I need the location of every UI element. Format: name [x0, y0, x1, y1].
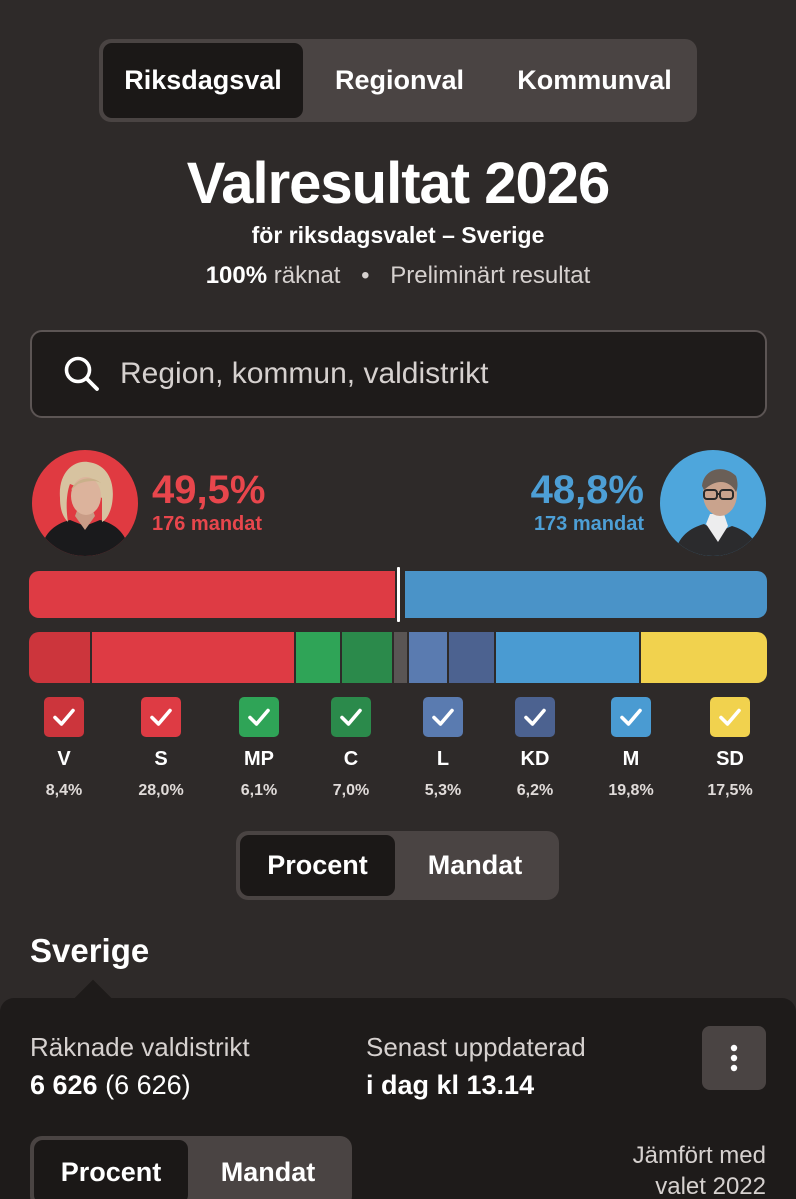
party-checkbox[interactable]	[710, 697, 750, 737]
checkmark-icon	[340, 708, 362, 726]
right-bloc-seats: 173 mandat	[533, 513, 644, 535]
party-filter-s[interactable]: S 28,0%	[115, 697, 207, 800]
districts-total: (6 626)	[105, 1070, 191, 1100]
more-options-button[interactable]	[702, 1026, 766, 1090]
checkmark-icon	[432, 708, 454, 726]
districts-count: 6 626	[30, 1070, 98, 1100]
updated-label: Senast uppdaterad	[366, 1032, 586, 1062]
party-checkbox[interactable]	[611, 697, 651, 737]
count-status: 100% räknat • Preliminärt resultat	[0, 262, 796, 290]
tab-regionval[interactable]: Regionval	[334, 65, 465, 95]
preliminary-label: Preliminärt resultat	[390, 262, 591, 289]
party-bar-segment-m	[495, 632, 639, 683]
party-bar-segment-v	[29, 632, 90, 683]
bloc-bar	[29, 565, 767, 624]
checkmark-icon	[719, 708, 741, 726]
comparison-line-1: Jämfört med	[632, 1142, 766, 1169]
party-bar-segment-s	[91, 632, 294, 683]
left-bloc-avatar	[32, 450, 138, 556]
party-checkbox[interactable]	[423, 697, 463, 737]
party-filter-v[interactable]: V 8,4%	[18, 697, 110, 800]
panel-pointer	[74, 979, 112, 1017]
party-checkbox[interactable]	[515, 697, 555, 737]
toggle-mandat[interactable]: Mandat	[220, 1156, 316, 1187]
left-bloc-bar-segment	[29, 571, 395, 618]
checkmark-icon	[53, 708, 75, 726]
party-distribution-bar	[29, 632, 767, 683]
party-abbreviation: MP	[244, 748, 274, 770]
right-bloc-bar-segment	[405, 571, 767, 618]
display-mode-toggle: Procent Mandat	[236, 831, 559, 900]
party-bar-segment-c	[341, 632, 393, 683]
party-abbreviation: SD	[716, 748, 744, 770]
counted-percent: 100%	[205, 262, 268, 289]
comparison-line-2: valet 2022	[655, 1173, 766, 1199]
party-abbreviation: KD	[520, 748, 550, 770]
party-abbreviation: S	[154, 748, 168, 770]
search-placeholder: Region, kommun, valdistrikt	[120, 357, 489, 390]
party-filter-list: V 8,4% S 28,0% MP 6,1% C 7,0% L 5,3% KD 6,2% M 19,8% S…	[18, 697, 778, 807]
tab-kommunval[interactable]: Kommunval	[517, 65, 672, 95]
party-abbreviation: L	[436, 748, 450, 770]
party-filter-l[interactable]: L 5,3%	[397, 697, 489, 800]
party-percent: 7,0%	[332, 782, 370, 799]
checkmark-icon	[524, 708, 546, 726]
party-checkbox[interactable]	[239, 697, 279, 737]
party-bar-segment-sd	[640, 632, 767, 683]
page-title: Valresultat 2026	[186, 151, 611, 216]
toggle-mandat[interactable]: Mandat	[427, 850, 523, 880]
person-portrait-icon	[674, 469, 760, 556]
party-checkbox[interactable]	[331, 697, 371, 737]
party-abbreviation: V	[57, 748, 71, 770]
checkmark-icon	[248, 708, 270, 726]
page-subtitle: för riksdagsvalet – Sverige	[251, 222, 545, 248]
party-abbreviation: C	[343, 748, 359, 770]
party-filter-mp[interactable]: MP 6,1%	[213, 697, 305, 800]
party-filter-sd[interactable]: SD 17,5%	[684, 697, 776, 800]
party-bar-segment-kd	[448, 632, 494, 683]
checkmark-icon	[620, 708, 642, 726]
districts-value: 6 626 (6 626)	[30, 1070, 191, 1101]
toggle-procent[interactable]: Procent	[34, 1140, 188, 1199]
party-percent: 28,0%	[138, 782, 184, 799]
party-percent: 17,5%	[707, 782, 753, 799]
toggle-procent[interactable]: Procent	[240, 835, 395, 896]
summary-mode-toggle: Procent Mandat	[30, 1136, 352, 1199]
person-portrait-icon	[40, 461, 130, 556]
party-filter-kd[interactable]: KD 6,2%	[489, 697, 581, 800]
party-abbreviation: M	[622, 748, 640, 770]
party-percent: 6,2%	[516, 782, 554, 799]
party-bar-segment-l	[408, 632, 447, 683]
party-percent: 5,3%	[424, 782, 462, 799]
comparison-note: Jämfört med valet 2022	[546, 1140, 766, 1199]
party-checkbox[interactable]	[44, 697, 84, 737]
party-bar-segment-mp	[295, 632, 340, 683]
tab-riksdagsval[interactable]: Riksdagsval	[103, 43, 303, 118]
status-separator: •	[361, 262, 370, 289]
party-checkbox[interactable]	[141, 697, 181, 737]
region-title: Sverige	[30, 932, 150, 969]
party-filter-m[interactable]: M 19,8%	[585, 697, 677, 800]
counted-label: räknat	[273, 262, 341, 289]
right-bloc-percent: 48,8%	[530, 468, 644, 512]
party-percent: 19,8%	[608, 782, 654, 799]
checkmark-icon	[150, 708, 172, 726]
party-bar-segment-others	[394, 632, 407, 683]
summary-panel: Räknade valdistrikt 6 626 (6 626) Senast…	[0, 979, 796, 1199]
search-input[interactable]: Region, kommun, valdistrikt	[30, 330, 767, 418]
updated-value: i dag kl 13.14	[366, 1070, 535, 1100]
party-percent: 8,4%	[45, 782, 83, 799]
right-bloc-avatar	[660, 450, 766, 556]
party-filter-c[interactable]: C 7,0%	[305, 697, 397, 800]
districts-label: Räknade valdistrikt	[30, 1032, 250, 1062]
majority-line	[395, 565, 402, 624]
more-vertical-icon	[730, 1044, 738, 1072]
left-bloc-seats: 176 mandat	[152, 513, 263, 535]
left-bloc-percent: 49,5%	[152, 468, 266, 512]
search-icon	[64, 356, 99, 391]
election-type-tabs: Riksdagsval Regionval Kommunval	[99, 39, 697, 122]
party-percent: 6,1%	[240, 782, 278, 799]
